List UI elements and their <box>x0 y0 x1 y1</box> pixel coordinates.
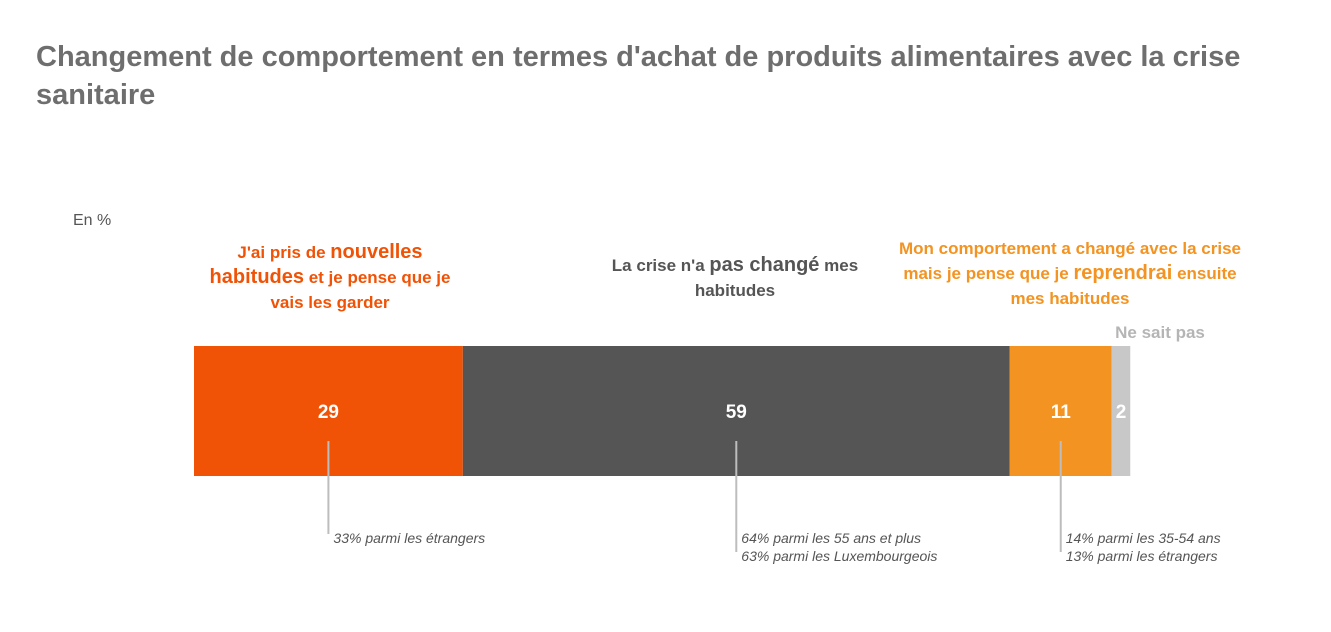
annotation-note: 14% parmi les 35-54 ans 13% parmi les étr… <box>1066 529 1221 565</box>
category-label-emphasis: reprendrai <box>1073 262 1173 284</box>
category-label-ne-sait-pas: Ne sait pas <box>1100 320 1220 345</box>
bar-value-label: 11 <box>1051 402 1072 423</box>
chart-title: Changement de comportement en termes d'a… <box>36 41 1241 111</box>
unit-label: En % <box>73 212 112 229</box>
bar-value-label: 29 <box>318 402 339 423</box>
category-label-part: Mon comportement a changé avec la crise … <box>898 239 1241 283</box>
category-label-part: Ne sait pas <box>1115 323 1205 342</box>
annotation-line: 13% parmi les étrangers <box>1065 548 1218 564</box>
annotation-line: 64% parmi les 55 ans et plus <box>741 530 922 546</box>
category-label-part: mes habitudes <box>694 256 859 300</box>
annotation-note: 64% parmi les 55 ans et plus 63% parmi le… <box>741 529 937 565</box>
annotation-line: 63% parmi les Luxembourgeois <box>741 548 938 564</box>
bar-value-label: 59 <box>726 402 747 423</box>
bar-value-label: 2 <box>1116 402 1127 423</box>
annotation-line: 33% parmi les étrangers <box>333 530 486 546</box>
category-label-pas-change: La crise n'a pas changé mes habitudes <box>600 253 870 303</box>
annotation-note: 33% parmi les étrangers <box>333 529 485 547</box>
annotation-line: 14% parmi les 35-54 ans <box>1065 530 1221 546</box>
category-label-emphasis: pas changé <box>709 254 820 276</box>
category-label-nouvelles-habitudes: J'ai pris de nouvelles habitudes et je p… <box>200 240 460 315</box>
category-label-emphasis: nouvelles habitudes <box>209 241 423 288</box>
category-label-reprendrai: Mon comportement a changé avec la crise … <box>890 236 1250 311</box>
category-label-part: J'ai pris de <box>237 243 331 262</box>
segment-ne-sait-pas <box>1111 346 1131 476</box>
category-label-part: ensuite mes habitudes <box>1010 264 1237 308</box>
category-label-part: La crise n'a <box>611 256 710 275</box>
category-label-part: et je pense que je vais les garder <box>270 268 451 312</box>
